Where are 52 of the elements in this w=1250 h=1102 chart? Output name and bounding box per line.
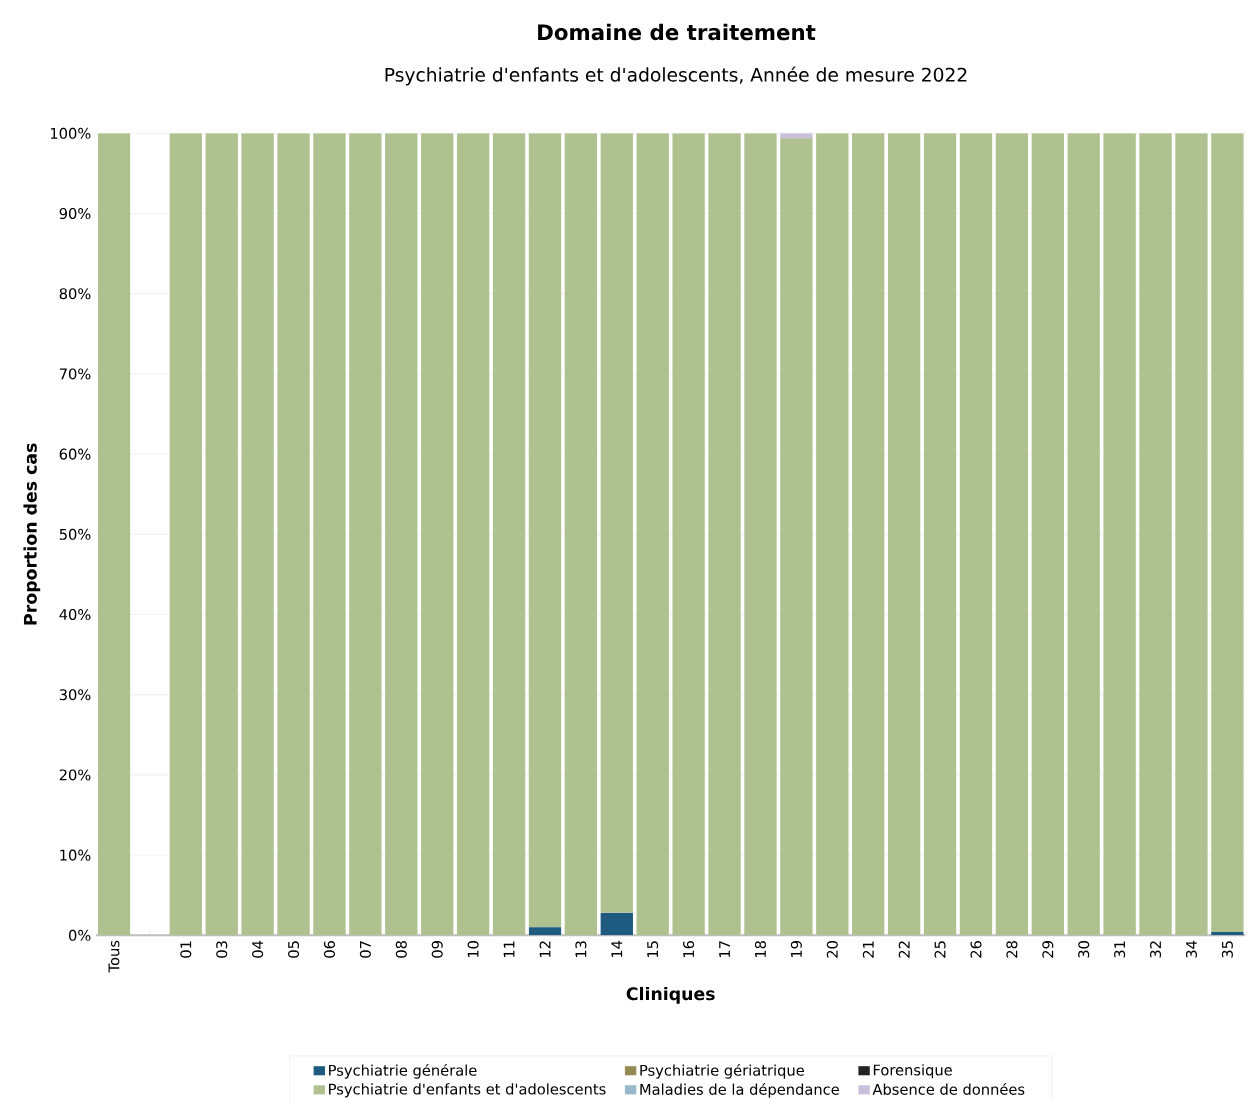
x-tick-label: 30	[1078, 941, 1090, 958]
x-tick-label: 25	[934, 941, 946, 958]
x-tick-label: 06	[323, 940, 336, 958]
x-tick-label: 31	[1114, 941, 1126, 958]
x-tick-label: 08	[395, 941, 407, 958]
legend-label: Forensique	[873, 1064, 952, 1079]
x-tick-label: 26	[970, 940, 982, 958]
y-tick-label: 0%	[68, 929, 91, 941]
x-tick-label: 01	[180, 941, 192, 958]
x-tick-label: 17	[719, 941, 730, 958]
x-tick-label: 34	[1185, 940, 1198, 958]
y-tick-label: 50%	[59, 528, 91, 540]
x-tick-label: 19	[790, 941, 802, 958]
y-tick-label: 60%	[59, 448, 91, 460]
y-tick-label: 90%	[59, 207, 91, 220]
legend-label: Psychiatrie d'enfants et d'adolescents	[329, 1083, 606, 1098]
x-tick-label: 03	[216, 941, 228, 958]
x-tick-label: 04	[252, 940, 264, 958]
x-tick-label: 10	[467, 941, 479, 958]
y-tick-label: 10%	[60, 849, 91, 861]
y-tick-label: 100%	[50, 127, 91, 139]
chart-title: Domaine de traitement	[538, 23, 816, 41]
x-tick-label: 14	[611, 940, 623, 958]
x-tick-label: 20	[826, 941, 838, 958]
x-tick-label: 35	[1221, 941, 1233, 958]
x-tick-label: 15	[647, 941, 659, 958]
x-tick-label: 16	[683, 940, 695, 958]
x-tick-label: 12	[539, 941, 551, 958]
legend-label: Maladies de la dépendance	[640, 1082, 839, 1098]
legend-label: Absence de données	[872, 1082, 1025, 1095]
y-axis-title: Proportion des cas	[23, 443, 41, 625]
y-tick-label: 40%	[59, 608, 91, 621]
x-tick-label: 29	[1042, 941, 1054, 958]
x-axis-title: Cliniques	[626, 986, 715, 1004]
legend-label: Psychiatrie gériatrique	[640, 1063, 804, 1079]
y-tick-label: 70%	[59, 368, 91, 380]
chart-subtitle: Psychiatrie d'enfants et d'adolescents, Année de mesure 2022	[385, 66, 967, 86]
x-tick-label: 28	[1006, 941, 1018, 958]
x-tick-label: 22	[898, 941, 910, 958]
x-tick-label: 05	[288, 941, 300, 958]
x-tick-label: 21	[862, 941, 874, 958]
y-tick-label: 80%	[59, 288, 91, 300]
x-tick-label: 18	[754, 941, 767, 958]
x-tick-label: 32	[1150, 941, 1162, 958]
x-tick-label: 09	[431, 941, 443, 958]
x-tick-label: 07	[359, 941, 371, 958]
x-tick-label: Tous	[108, 940, 120, 973]
x-tick-label: 11	[503, 941, 515, 958]
legend-label: Psychiatrie générale	[329, 1063, 477, 1079]
x-tick-label: 13	[575, 941, 587, 958]
y-tick-label: 20%	[59, 769, 91, 781]
y-tick-label: 30%	[59, 689, 91, 701]
